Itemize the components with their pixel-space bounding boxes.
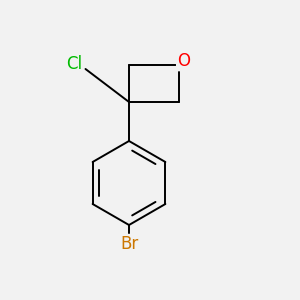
- Text: Cl: Cl: [66, 55, 82, 73]
- Text: Br: Br: [120, 235, 138, 253]
- Text: O: O: [177, 52, 190, 70]
